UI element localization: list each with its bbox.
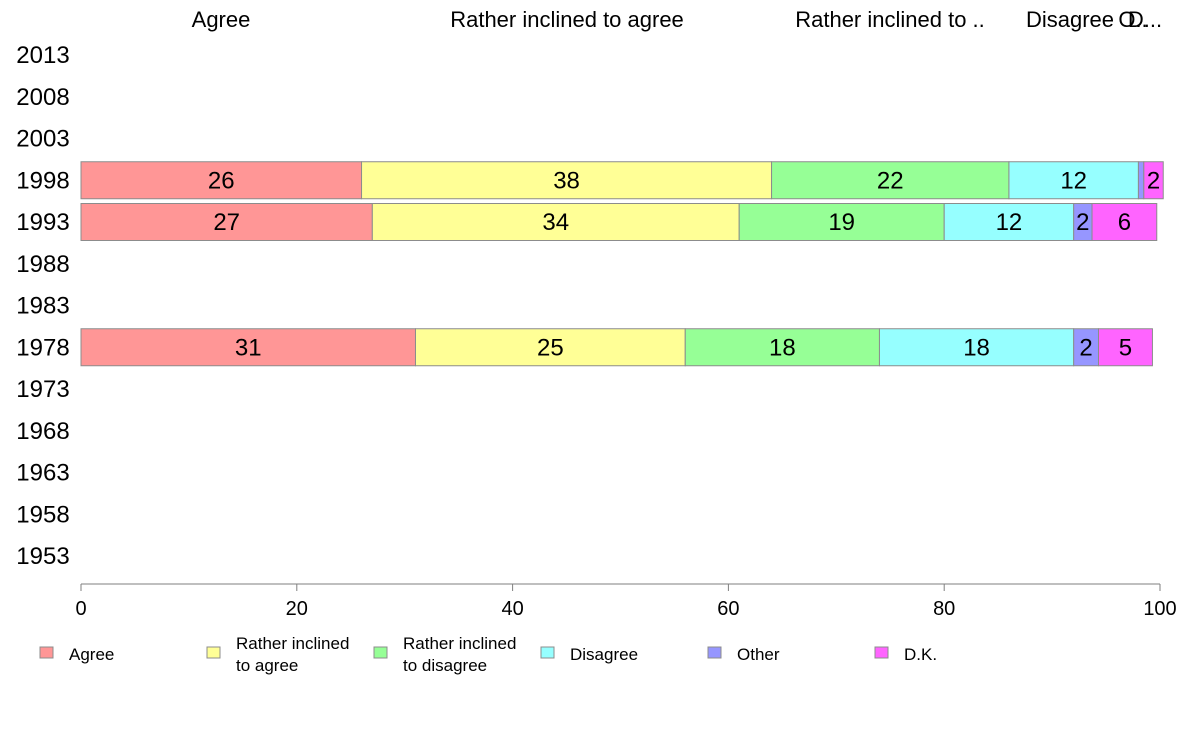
bar-segment-1978-disagree <box>878 328 1075 367</box>
legend-label-other: Other <box>737 645 780 664</box>
top-label-rather-inclined-to: Rather inclined to .. <box>795 7 985 32</box>
year-axis-labels: 2013 2008 2003 1998 1993 1988 1983 1978 1973 1968… <box>16 42 69 570</box>
bar-segment-1998-rather-inclined-to-disagree <box>771 161 1010 200</box>
legend-label-rather-inclined-to-agree-line1: Rather inclined <box>236 634 349 653</box>
top-label-o: O.. <box>1118 7 1147 32</box>
bar-segment-1993-rather-inclined-to-disagree <box>738 203 945 241</box>
year-label-1983: 1983 <box>16 293 69 320</box>
year-label-1988: 1988 <box>16 251 69 278</box>
top-label-d: D... <box>1128 7 1162 32</box>
data-label-1993-d-k: 6 <box>1118 209 1131 236</box>
legend-swatch-agree <box>39 646 54 659</box>
legend-swatch-other <box>707 646 722 659</box>
legend-label-rather-inclined-to-disagree-line2: to disagree <box>403 656 487 675</box>
bar-segment-1993-agree <box>80 203 373 241</box>
year-label-1993: 1993 <box>16 209 69 236</box>
bar-segment-1998-rather-inclined-to-agree <box>361 161 773 200</box>
data-label-1978-disagree: 18 <box>963 334 990 361</box>
data-label-1978-rather-inclined-to-agree: 25 <box>537 334 564 361</box>
top-label-rather-inclined-to-agree: Rather inclined to agree <box>450 7 684 32</box>
data-label-1978-rather-inclined-to-disagree: 18 <box>769 334 796 361</box>
legend-label-agree: Agree <box>69 645 114 664</box>
year-label-1998: 1998 <box>16 167 69 194</box>
bar-segment-1998-disagree <box>1008 161 1139 200</box>
bar-segment-1993-d-k <box>1091 203 1158 241</box>
year-label-2013: 2013 <box>16 42 69 69</box>
data-label-1978-other: 2 <box>1079 334 1092 361</box>
data-label-1998-agree: 26 <box>208 167 235 194</box>
data-label-1998-disagree: 12 <box>1060 167 1087 194</box>
bar-segment-1978-rather-inclined-to-agree <box>414 328 686 367</box>
data-label-1998-d-k: 2 <box>1147 167 1160 194</box>
bar-segment-1998-agree <box>80 161 363 200</box>
data-label-1978-agree: 31 <box>235 334 262 361</box>
year-label-1973: 1973 <box>16 376 69 403</box>
top-category-labels: Agree Rather inclined to agree Rather incl… <box>192 7 1162 32</box>
bar-segment-1998-other <box>1137 161 1145 200</box>
legend-swatch-d-k <box>874 646 889 659</box>
year-label-1953: 1953 <box>16 543 69 570</box>
bar-segment-1993-rather-inclined-to-agree <box>371 203 740 241</box>
x-tick-label-0: 0 <box>75 598 86 620</box>
data-label-1978-d-k: 5 <box>1119 334 1132 361</box>
year-label-1958: 1958 <box>16 501 69 528</box>
data-label-1993-rather-inclined-to-disagree: 19 <box>828 209 855 236</box>
x-tick-label-60: 60 <box>717 598 739 620</box>
top-label-disagree: Disagree <box>1026 7 1114 32</box>
data-label-1993-rather-inclined-to-agree: 34 <box>542 209 569 236</box>
data-label-1998-rather-inclined-to-agree: 38 <box>553 167 580 194</box>
legend-label-d-k: D.K. <box>904 645 937 664</box>
year-label-2003: 2003 <box>16 126 69 153</box>
x-axis: 0 20 40 60 80 100 <box>75 583 1177 620</box>
data-label-1993-disagree: 12 <box>996 209 1023 236</box>
bar-segment-1998-d-k <box>1143 161 1164 200</box>
bar-segment-1993-disagree <box>943 203 1075 241</box>
top-label-agree: Agree <box>192 7 251 32</box>
x-tick-label-40: 40 <box>501 598 523 620</box>
legend-swatch-disagree <box>540 646 555 659</box>
legend-swatch-rather-inclined-to-agree <box>206 646 221 659</box>
legend-swatch-rather-inclined-to-disagree <box>373 646 388 659</box>
bars: 26 38 22 12 227 34 19 12 2 631 25 18 18 2 5 <box>80 161 1164 367</box>
data-label-1998-rather-inclined-to-disagree: 22 <box>877 167 904 194</box>
bar-segment-1978-agree <box>80 328 416 367</box>
bar-segment-1978-d-k <box>1097 328 1153 367</box>
year-label-2008: 2008 <box>16 84 69 111</box>
legend-label-rather-inclined-to-disagree-line1: Rather inclined <box>403 634 516 653</box>
legend: Agree Rather inclined to agree Rather incli… <box>39 634 937 675</box>
legend-label-disagree: Disagree <box>570 645 638 664</box>
x-tick-label-80: 80 <box>933 598 955 620</box>
year-label-1963: 1963 <box>16 460 69 487</box>
year-label-1968: 1968 <box>16 418 69 445</box>
x-tick-label-20: 20 <box>286 598 308 620</box>
legend-label-rather-inclined-to-agree-line2: to agree <box>236 656 298 675</box>
year-label-1978: 1978 <box>16 334 69 361</box>
data-label-1993-agree: 27 <box>213 209 240 236</box>
x-tick-label-100: 100 <box>1143 598 1176 620</box>
data-label-1993-other: 2 <box>1076 209 1089 236</box>
